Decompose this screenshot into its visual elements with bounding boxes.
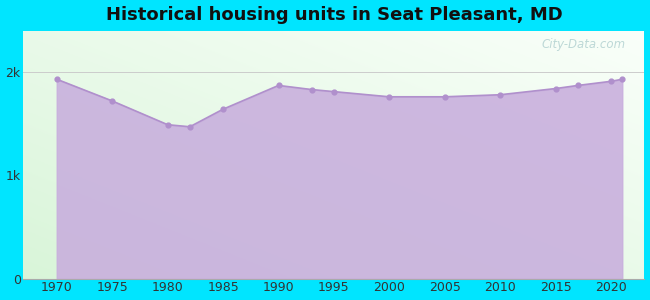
Point xyxy=(329,89,339,94)
Point xyxy=(617,77,627,82)
Point xyxy=(273,83,283,88)
Point xyxy=(162,122,173,127)
Point xyxy=(573,83,583,88)
Point xyxy=(51,77,62,82)
Point xyxy=(307,87,317,92)
Point xyxy=(495,92,506,97)
Point xyxy=(551,86,561,91)
Point xyxy=(384,94,395,99)
Point xyxy=(185,124,195,129)
Point xyxy=(439,94,450,99)
Text: City-Data.com: City-Data.com xyxy=(541,38,626,51)
Point xyxy=(606,79,616,84)
Title: Historical housing units in Seat Pleasant, MD: Historical housing units in Seat Pleasan… xyxy=(105,6,562,24)
Point xyxy=(107,98,118,103)
Point xyxy=(218,107,228,112)
